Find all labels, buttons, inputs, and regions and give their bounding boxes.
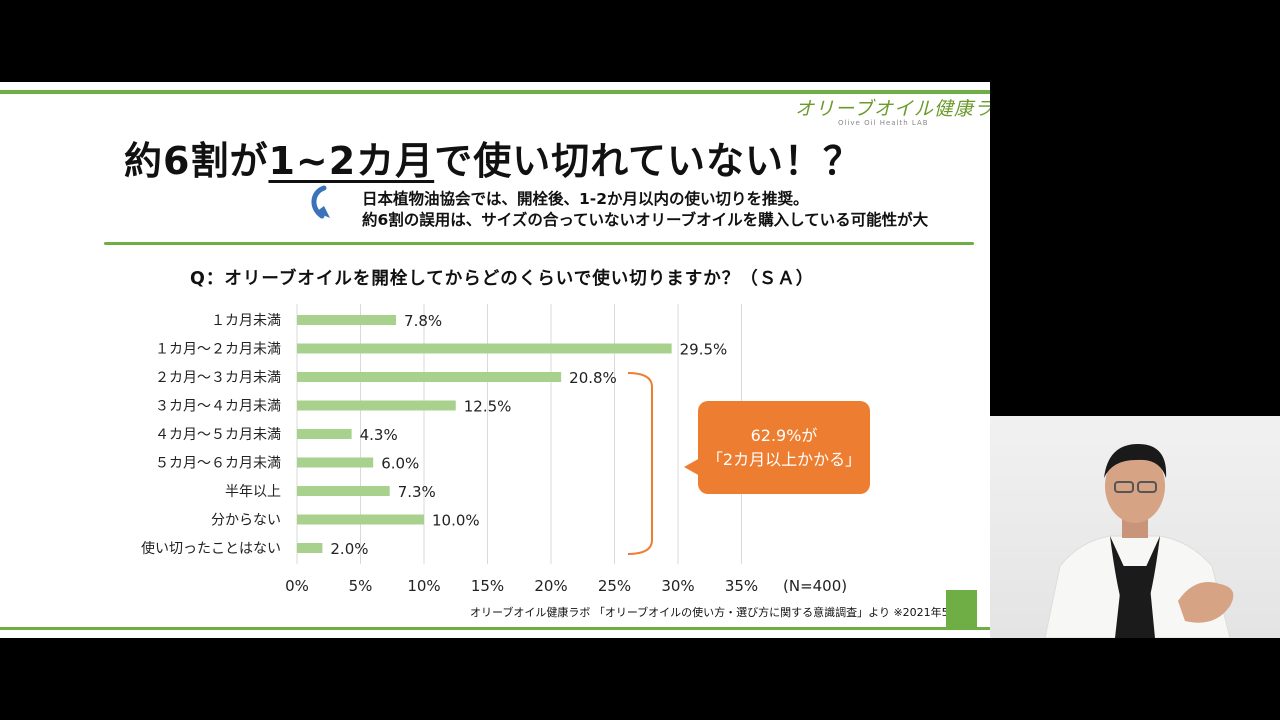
value-label: 6.0% — [381, 455, 419, 473]
logo-subtitle: Olive Oil Health LAB — [838, 119, 929, 127]
slide: オリーブオイル健康ラボ Olive Oil Health LAB 約6割が1~2… — [0, 82, 990, 638]
x-tick-label: 30% — [661, 577, 694, 595]
category-label: ３カ月～４カ月未満 — [155, 399, 281, 415]
source-citation: オリーブオイル健康ラボ 「オリーブオイルの使い方・選び方に関する意識調査」より … — [470, 606, 960, 619]
bar — [297, 372, 562, 382]
title-underlined: 1~2カ月 — [268, 139, 435, 183]
callout-line-2: 「2カ月以上かかる」 — [706, 449, 862, 469]
category-label: 使い切ったことはない — [141, 540, 281, 557]
category-label: 半年以上 — [225, 484, 281, 500]
value-label: 12.5% — [464, 398, 512, 416]
slide-title: 約6割が1~2カ月で使い切れていない！？ — [124, 130, 862, 185]
bar — [297, 486, 390, 496]
bar — [297, 543, 323, 553]
bar — [297, 315, 397, 325]
value-label: 29.5% — [680, 341, 728, 359]
note-line-1: 日本植物油協会では、開栓後、1-2か月以内の使い切りを推奨。 — [362, 190, 809, 208]
x-tick-label: 5% — [349, 577, 373, 595]
bar — [297, 457, 374, 468]
value-label: 7.3% — [398, 483, 436, 501]
category-label: １カ月～２カ月未満 — [155, 342, 281, 358]
corner-accent-block — [946, 590, 977, 630]
separator-line — [104, 242, 974, 245]
chart-question: Q：オリーブオイルを開栓してからどのくらいで使い切りますか？（ＳＡ） — [190, 269, 815, 289]
note-line-2: 約6割の誤用は、サイズの合っていないオリーブオイルを購入している可能性が大 — [362, 211, 929, 229]
x-tick-label: 25% — [598, 577, 631, 595]
value-label: 7.8% — [404, 312, 442, 330]
bracket — [627, 372, 653, 555]
presenter-video — [990, 416, 1280, 638]
note: 日本植物油協会では、開栓後、1-2か月以内の使い切りを推奨。 約6割の誤用は、サ… — [362, 189, 928, 231]
x-tick-label: 10% — [407, 577, 440, 595]
value-label: 2.0% — [330, 540, 368, 558]
curved-arrow-icon — [311, 185, 330, 219]
category-label: １カ月未満 — [211, 313, 281, 329]
category-label: ４カ月～５カ月未満 — [155, 427, 281, 443]
bar — [297, 514, 424, 525]
bar — [297, 429, 352, 439]
x-tick-label: 15% — [471, 577, 504, 595]
category-label: ５カ月～６カ月未満 — [155, 456, 281, 472]
x-tick-label: 0% — [285, 577, 309, 595]
callout-box: 62.9%が 「2カ月以上かかる」 — [698, 401, 870, 494]
value-label: 20.8% — [569, 369, 617, 387]
category-label: ２カ月～３カ月未満 — [155, 370, 281, 386]
title-suffix: で使い切れていない！？ — [434, 139, 863, 183]
bottom-accent-line — [0, 627, 990, 630]
bar-chart: 0% 5% 10% 15% 20% 25% 30% 35% (N=400) １カ月未満 7.8% １カ… — [141, 304, 847, 595]
x-tick-label: 20% — [534, 577, 567, 595]
bar — [297, 343, 672, 354]
title-prefix: 約6割が — [124, 139, 269, 183]
callout-line-1: 62.9%が — [750, 425, 818, 445]
top-accent-line — [0, 90, 990, 94]
category-label: 分からない — [211, 513, 281, 529]
callout-tail — [684, 458, 700, 476]
x-tick-label: 35% — [725, 577, 758, 595]
logo: オリーブオイル健康ラボ — [795, 98, 990, 120]
value-label: 4.3% — [360, 426, 398, 444]
bar — [297, 400, 456, 411]
n-label: (N=400) — [783, 577, 847, 595]
presenter-figure — [1044, 444, 1234, 638]
value-label: 10.0% — [432, 512, 480, 530]
